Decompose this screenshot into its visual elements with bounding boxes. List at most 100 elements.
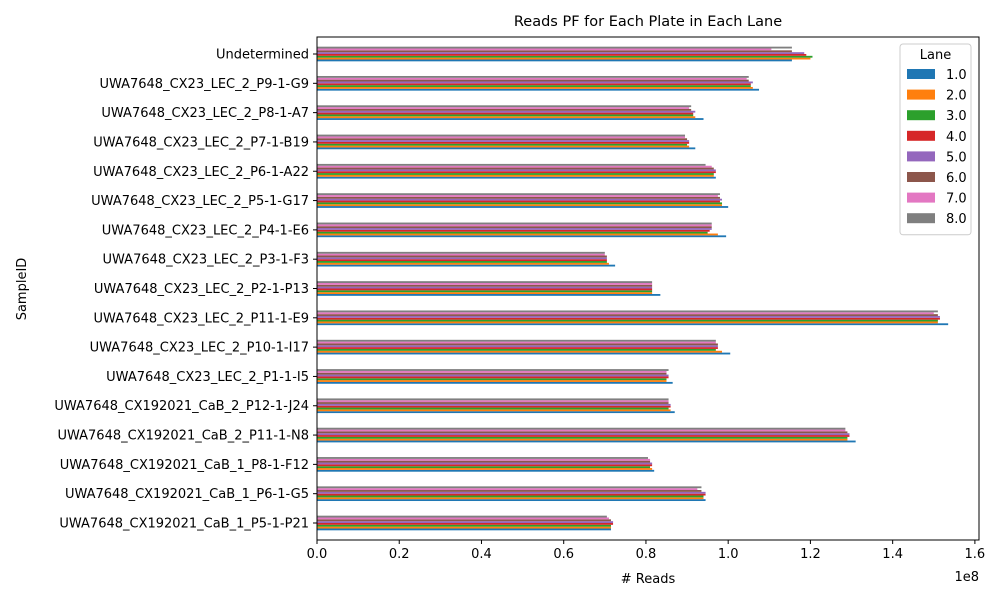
bar-2-lane-3.0 xyxy=(317,114,694,117)
bar-5-lane-1.0 xyxy=(317,206,729,208)
bar-7-lane-6.0 xyxy=(317,255,607,258)
bar-11-lane-5.0 xyxy=(317,374,669,377)
legend: Lane 1.0 2.0 3.0 4.0 5.0 6.0 7.0 8.0 xyxy=(899,43,972,236)
bar-7-lane-2.0 xyxy=(317,262,609,265)
bar-15-lane-7.0 xyxy=(317,488,698,491)
bar-0-lane-4.0 xyxy=(317,54,807,56)
bar-0-lane-6.0 xyxy=(317,50,792,53)
bar-5-lane-6.0 xyxy=(317,196,720,199)
bar-10-lane-7.0 xyxy=(317,341,716,344)
bar-4-lane-1.0 xyxy=(317,176,716,179)
bar-9-lane-8.0 xyxy=(317,310,938,313)
bar-2-lane-4.0 xyxy=(317,112,694,115)
bar-4-lane-2.0 xyxy=(317,174,714,177)
bar-1-lane-1.0 xyxy=(317,88,760,91)
legend-label-lane-4.0: 4.0 xyxy=(946,130,967,145)
y-tick-label: UWA7648_CX23_LEC_2_P1-1-I5 xyxy=(106,370,309,385)
y-tick-label: Undetermined xyxy=(216,48,309,63)
bar-8-lane-1.0 xyxy=(317,294,661,296)
bar-8-lane-2.0 xyxy=(317,292,653,294)
legend-label-lane-7.0: 7.0 xyxy=(946,192,967,207)
bar-12-lane-8.0 xyxy=(317,398,669,401)
bar-10-lane-4.0 xyxy=(317,347,718,349)
bar-1-lane-2.0 xyxy=(317,86,753,89)
bar-4-lane-8.0 xyxy=(317,163,706,166)
bar-8-lane-4.0 xyxy=(317,288,653,291)
bar-16-lane-2.0 xyxy=(317,526,611,529)
bar-9-lane-5.0 xyxy=(317,315,940,318)
y-tick-label: UWA7648_CX23_LEC_2_P3-1-F3 xyxy=(103,253,309,268)
bar-14-lane-4.0 xyxy=(317,464,653,467)
legend-label-lane-5.0: 5.0 xyxy=(946,150,967,165)
bar-6-lane-8.0 xyxy=(317,222,712,225)
bar-11-lane-6.0 xyxy=(317,372,667,375)
bar-0-lane-3.0 xyxy=(317,55,813,58)
bar-14-lane-8.0 xyxy=(317,457,648,459)
bar-13-lane-8.0 xyxy=(317,427,846,430)
bar-1-lane-6.0 xyxy=(317,79,749,82)
bar-4-lane-7.0 xyxy=(317,165,712,168)
x-tick-label: 0.6 xyxy=(553,547,574,562)
bar-7-lane-1.0 xyxy=(317,264,616,267)
bar-8-lane-7.0 xyxy=(317,283,653,285)
y-tick-label: UWA7648_CX23_LEC_2_P6-1-A22 xyxy=(93,165,309,180)
legend-swatch-lane-5.0 xyxy=(907,151,935,162)
legend-label-lane-6.0: 6.0 xyxy=(946,171,967,186)
y-tick-label: UWA7648_CX192021_CaB_1_P6-1-G5 xyxy=(65,487,309,502)
bar-10-lane-3.0 xyxy=(317,348,716,351)
bar-4-lane-6.0 xyxy=(317,167,714,170)
x-tick-label: 1.0 xyxy=(718,547,739,562)
bar-14-lane-3.0 xyxy=(317,466,651,469)
bar-16-lane-4.0 xyxy=(317,523,614,525)
bar-8-lane-8.0 xyxy=(317,281,653,283)
bar-13-lane-3.0 xyxy=(317,436,848,439)
bar-10-lane-5.0 xyxy=(317,345,718,348)
chart-title: Reads PF for Each Plate in Each Lane xyxy=(514,14,782,30)
legend-label-lane-2.0: 2.0 xyxy=(946,89,967,104)
x-tick-label: 0.4 xyxy=(471,547,492,562)
bar-11-lane-3.0 xyxy=(317,378,667,381)
bar-10-lane-2.0 xyxy=(317,350,723,353)
bar-2-lane-7.0 xyxy=(317,107,690,109)
bar-3-lane-7.0 xyxy=(317,136,686,139)
bar-6-lane-6.0 xyxy=(317,226,712,229)
bar-3-lane-3.0 xyxy=(317,143,688,146)
bar-4-lane-5.0 xyxy=(317,169,716,172)
y-tick-label: UWA7648_CX192021_CaB_1_P5-1-P21 xyxy=(59,516,309,531)
y-axis-label: SampleID xyxy=(15,258,30,321)
bar-8-lane-3.0 xyxy=(317,290,653,293)
bar-12-lane-4.0 xyxy=(317,405,671,408)
bar-3-lane-5.0 xyxy=(317,140,690,142)
bar-15-lane-8.0 xyxy=(317,486,702,489)
bar-7-lane-3.0 xyxy=(317,261,607,263)
bar-5-lane-2.0 xyxy=(317,204,723,207)
bar-1-lane-8.0 xyxy=(317,75,749,78)
legend-swatch-lane-6.0 xyxy=(907,172,935,182)
bar-9-lane-6.0 xyxy=(317,314,938,316)
legend-swatch-lane-2.0 xyxy=(907,89,935,100)
bar-8-lane-5.0 xyxy=(317,286,653,289)
y-tick-label: UWA7648_CX23_LEC_2_P8-1-A7 xyxy=(101,106,309,121)
y-tick-label: UWA7648_CX23_LEC_2_P2-1-P13 xyxy=(94,282,309,297)
x-tick-label: 1.6 xyxy=(965,547,986,562)
bar-10-lane-6.0 xyxy=(317,343,718,346)
bar-3-lane-6.0 xyxy=(317,138,688,141)
legend-label-lane-8.0: 8.0 xyxy=(946,212,967,227)
bar-3-lane-1.0 xyxy=(317,147,696,150)
legend-title: Lane xyxy=(920,48,951,63)
bar-6-lane-7.0 xyxy=(317,224,712,227)
x-axis: 0.0 0.2 0.4 0.6 0.8 1.0 1.2 1.4 1.6 xyxy=(307,540,986,562)
bar-12-lane-2.0 xyxy=(317,409,671,412)
bar-16-lane-3.0 xyxy=(317,524,611,527)
bar-16-lane-6.0 xyxy=(317,519,611,522)
bar-9-lane-1.0 xyxy=(317,323,949,326)
legend-label-lane-1.0: 1.0 xyxy=(946,68,967,83)
bar-16-lane-5.0 xyxy=(317,521,614,523)
legend-swatch-lane-7.0 xyxy=(907,192,935,203)
bar-2-lane-2.0 xyxy=(317,116,696,119)
legend-swatch-lane-1.0 xyxy=(907,69,935,79)
bar-13-lane-7.0 xyxy=(317,429,846,432)
bar-5-lane-4.0 xyxy=(317,200,720,203)
